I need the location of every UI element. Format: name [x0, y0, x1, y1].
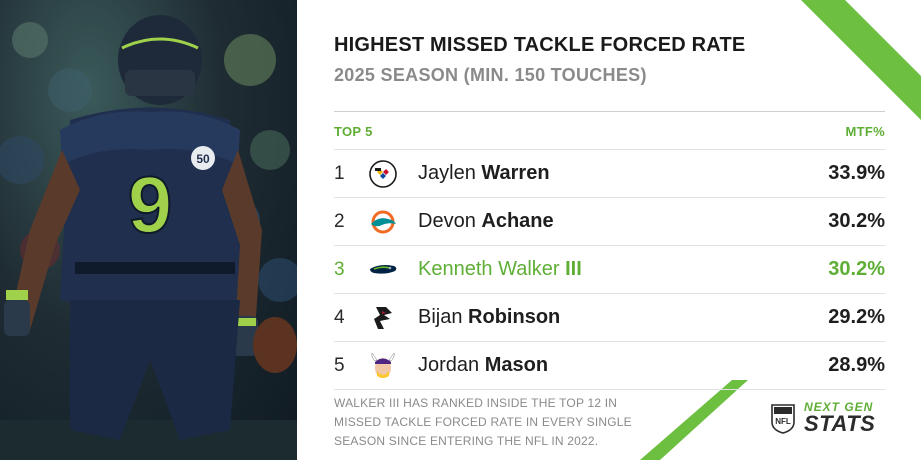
- table-row-highlighted: 3 Kenneth Walker III 30.2%: [334, 245, 885, 293]
- player-last-name: Robinson: [468, 306, 561, 328]
- player-first-name: Jordan: [418, 354, 480, 376]
- ranking-table: 1 Jaylen Warren 33.9% 2 Devon Achane 30.…: [334, 149, 885, 390]
- player-last-name: III: [565, 258, 582, 280]
- player-name: Jaylen Warren: [418, 162, 550, 185]
- player-name: Devon Achane: [418, 210, 554, 233]
- row-rank: 2: [334, 210, 345, 232]
- next-gen-stats-logo: NFL NEXT GEN STATS: [770, 401, 875, 435]
- chart-title: HIGHEST MISSED TACKLE FORCED RATE: [334, 34, 746, 56]
- vikings-logo-icon: [368, 351, 398, 381]
- table-row: 4 Bijan Robinson 29.2%: [334, 293, 885, 341]
- player-last-name: Warren: [481, 162, 550, 184]
- table-row: 1 Jaylen Warren 33.9%: [334, 149, 885, 197]
- dolphins-logo-icon: [368, 207, 398, 237]
- footnote: WALKER III HAS RANKED INSIDE THE TOP 12 …: [334, 396, 632, 448]
- seahawks-logo-icon: [368, 255, 398, 285]
- accent-stripe-top: [801, 0, 921, 120]
- row-rank: 1: [334, 162, 345, 184]
- falcons-logo-icon: [368, 303, 398, 333]
- player-last-name: Achane: [481, 210, 554, 232]
- column-header-top5: TOP 5: [334, 124, 373, 139]
- player-first-name: Bijan: [418, 306, 463, 328]
- divider: [334, 111, 885, 112]
- player-name: Jordan Mason: [418, 354, 548, 377]
- chart-subtitle: 2025 SEASON (MIN. 150 TOUCHES): [334, 65, 647, 85]
- nfl-shield-text: NFL: [775, 417, 791, 426]
- table-row: 5 Jordan Mason 28.9%: [334, 341, 885, 390]
- accent-stripe-bottom: [640, 380, 748, 460]
- mtf-value: 30.2%: [828, 258, 885, 280]
- row-rank: 5: [334, 354, 345, 376]
- column-header-mtf: MTF%: [845, 124, 885, 139]
- table-row: 2 Devon Achane 30.2%: [334, 197, 885, 245]
- mtf-value: 29.2%: [828, 306, 885, 328]
- mtf-value: 33.9%: [828, 162, 885, 184]
- row-rank: 3: [334, 258, 345, 280]
- mtf-value: 28.9%: [828, 354, 885, 376]
- player-photo: 9 50: [0, 0, 297, 460]
- steelers-logo-icon: [368, 159, 398, 189]
- player-first-name: Kenneth Walker: [418, 258, 560, 280]
- brand-next-gen: NEXT GEN: [804, 400, 874, 414]
- player-first-name: Jaylen: [418, 162, 476, 184]
- row-rank: 4: [334, 306, 345, 328]
- mtf-value: 30.2%: [828, 210, 885, 232]
- player-first-name: Devon: [418, 210, 476, 232]
- player-last-name: Mason: [484, 354, 549, 376]
- brand-stats: STATS: [804, 411, 876, 436]
- player-name: Bijan Robinson: [418, 306, 560, 329]
- nfl-shield-icon: NFL: [771, 404, 795, 434]
- player-name: Kenneth Walker III: [418, 258, 582, 281]
